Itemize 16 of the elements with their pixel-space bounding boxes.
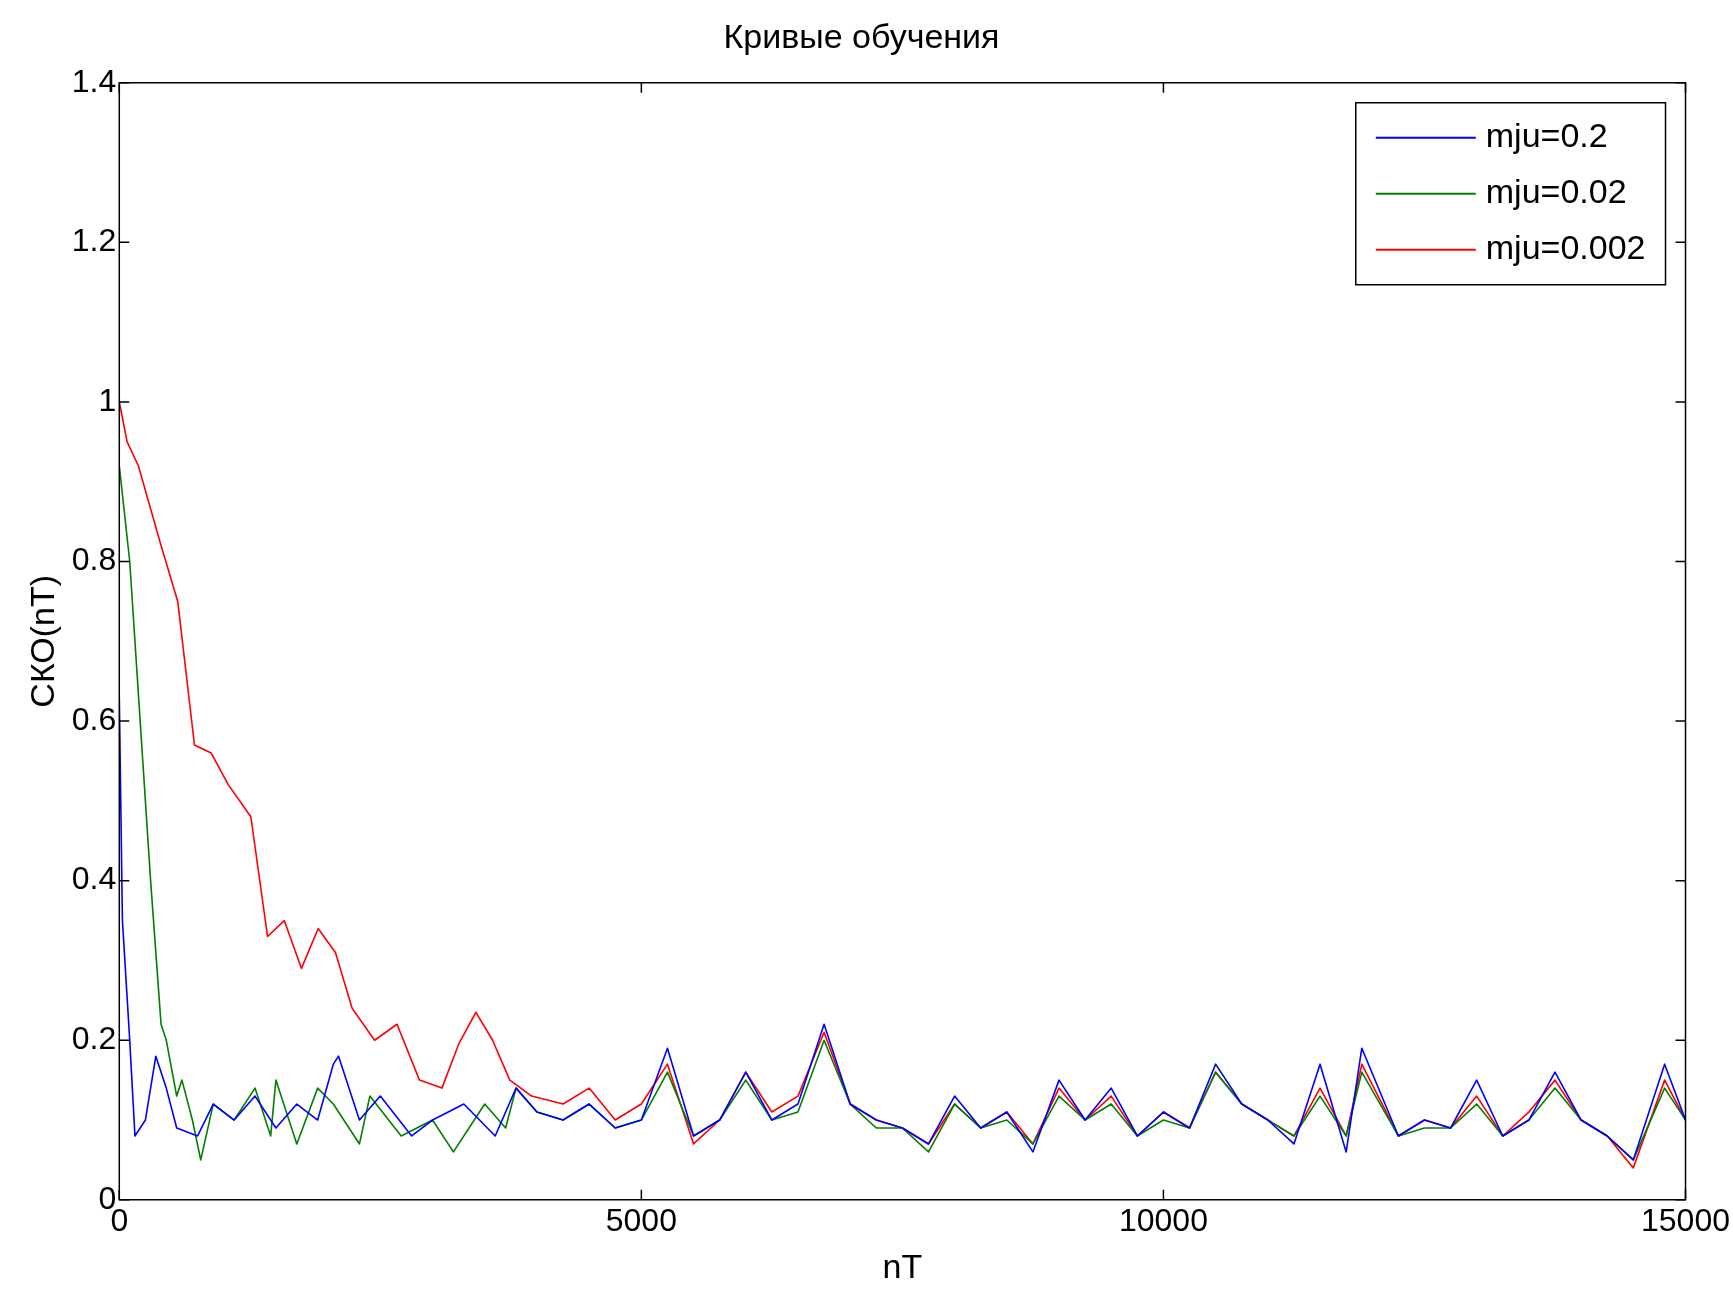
legend-label: mju=0.2 [1485, 116, 1608, 155]
y-tick-label: 0.2 [71, 1020, 117, 1057]
x-axis-title: nT [882, 1246, 923, 1285]
y-tick-label: 0.4 [71, 860, 117, 897]
x-tick-label: 10000 [1118, 1201, 1208, 1238]
x-tick-label: 15000 [1641, 1201, 1730, 1238]
y-tick-label: 0.6 [71, 700, 117, 737]
y-tick-label: 1.2 [71, 222, 117, 259]
x-tick-label: 5000 [605, 1201, 677, 1238]
legend-label: mju=0.02 [1485, 172, 1627, 211]
y-tick-label: 0.8 [71, 541, 117, 578]
y-tick-label: 1 [98, 381, 117, 418]
chart-title: Кривые обучения [723, 16, 1000, 55]
y-axis-title: СКО(nT) [22, 574, 61, 708]
y-tick-label: 1.4 [71, 62, 117, 99]
legend-label: mju=0.002 [1485, 228, 1646, 267]
